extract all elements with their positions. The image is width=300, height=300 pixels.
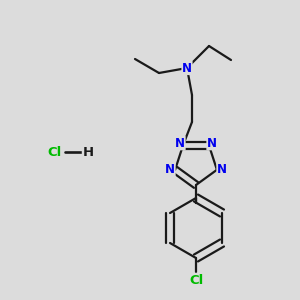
Text: N: N — [182, 61, 192, 74]
Text: H: H — [82, 146, 94, 158]
Text: N: N — [175, 137, 185, 150]
Text: N: N — [217, 163, 227, 176]
Text: N: N — [207, 137, 217, 150]
Text: N: N — [165, 163, 175, 176]
Text: Cl: Cl — [189, 274, 203, 286]
Text: Cl: Cl — [48, 146, 62, 158]
